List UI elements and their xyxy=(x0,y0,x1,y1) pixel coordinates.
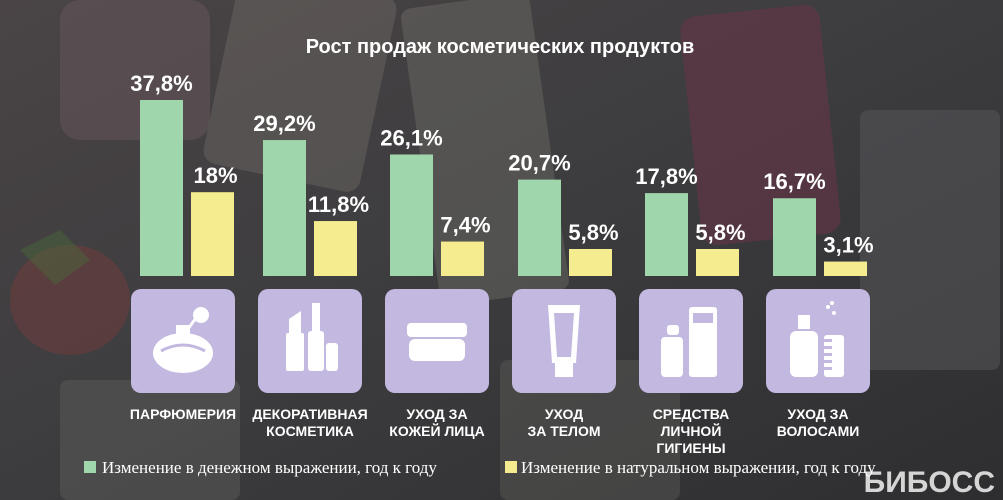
bar-money-5 xyxy=(773,198,816,276)
value-label: 26,1% xyxy=(380,125,442,150)
legend-swatch xyxy=(84,461,96,473)
spray-comb-icon xyxy=(790,301,844,377)
bar-money-3 xyxy=(518,179,561,276)
category-tile-0: ПАРФЮМЕРИЯ xyxy=(130,289,236,422)
value-label: 29,2% xyxy=(253,111,315,136)
perfume-bottle-icon xyxy=(153,307,213,373)
brand-logo: БИБОСС xyxy=(864,466,995,499)
bar-volume-1 xyxy=(314,221,357,276)
value-label: 11,8% xyxy=(308,192,369,217)
lotion-tube-icon xyxy=(548,305,580,377)
value-label: 3,1% xyxy=(823,233,873,258)
category-label: ВОЛОСАМИ xyxy=(777,423,860,439)
bar-volume-4 xyxy=(696,248,739,276)
value-label: 5,8% xyxy=(695,220,745,245)
legend-swatch xyxy=(505,461,517,473)
cream-jar-icon xyxy=(407,323,467,361)
brand-text: БИБОСС xyxy=(864,466,995,499)
legend-label: Изменение в натуральном выражении, год к… xyxy=(521,458,876,477)
category-label: ПАРФЮМЕРИЯ xyxy=(130,406,236,422)
value-label: 20,7% xyxy=(508,151,570,176)
category-label: СРЕДСТВА xyxy=(653,406,730,422)
bars-group: 37,8% 29,2% 26,1% 20,7% 17,8% 16,7% 18% 11,8% 7,… xyxy=(130,71,874,276)
bar-money-4 xyxy=(645,193,688,276)
bar-volume-3 xyxy=(569,248,612,276)
bar-money-0 xyxy=(140,100,183,276)
deodorant-bottles-icon xyxy=(661,307,717,377)
value-label: 17,8% xyxy=(635,164,697,189)
category-label: ДЕКОРАТИВНАЯ xyxy=(252,406,367,422)
category-label: ЗА ТЕЛОМ xyxy=(527,423,600,439)
category-label: УХОД xyxy=(545,406,583,422)
bar-money-1 xyxy=(263,140,306,276)
category-label: УХОД ЗА xyxy=(406,406,467,422)
category-label: ГИГИЕНЫ xyxy=(656,440,725,456)
bar-volume-5 xyxy=(824,261,867,276)
bar-volume-0 xyxy=(191,192,234,276)
category-label: ЛИЧНОЙ xyxy=(661,422,722,439)
value-label: 5,8% xyxy=(568,220,618,245)
bar-volume-2 xyxy=(441,241,484,276)
lipstick-mascara-icon xyxy=(286,303,338,371)
legend: Изменение в денежном выражении, год к го… xyxy=(84,458,876,477)
value-label: 16,7% xyxy=(763,169,825,194)
legend-label: Изменение в денежном выражении, год к го… xyxy=(102,458,437,477)
category-label: КОСМЕТИКА xyxy=(266,423,354,439)
category-label: КОЖЕЙ ЛИЦА xyxy=(389,422,484,439)
value-label: 18% xyxy=(193,163,237,188)
value-label: 7,4% xyxy=(440,213,490,238)
category-label: УХОД ЗА xyxy=(787,406,848,422)
chart-title: Рост продаж косметических продуктов xyxy=(306,36,695,58)
value-label: 37,8% xyxy=(130,71,192,96)
bar-money-2 xyxy=(390,154,433,276)
